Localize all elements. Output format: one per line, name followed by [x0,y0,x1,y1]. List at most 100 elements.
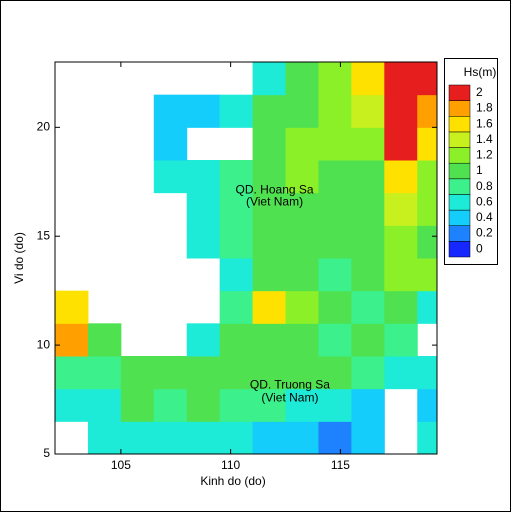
cell [153,356,188,390]
cell [384,94,418,128]
cell [87,356,122,390]
x-axis-label: Kinh do (do) [200,474,265,488]
colorbar-swatch [448,194,471,211]
cell [417,94,437,128]
cell [417,258,437,292]
x-tick-label: 105 [111,458,131,472]
cell [153,94,188,128]
cell [252,160,287,194]
colorbar-swatch [448,147,471,164]
cell [384,127,418,161]
cell [351,421,385,454]
cell [285,127,319,161]
cell [55,356,89,390]
cell [252,290,287,324]
colorbar-swatch [448,241,471,258]
cell [417,356,437,390]
cell [318,192,352,226]
cell [285,192,319,226]
cell [219,94,254,128]
cell [252,388,287,422]
cell [318,290,352,324]
cell [384,62,418,96]
cell [186,192,221,226]
cell [351,258,385,292]
cell [384,290,418,324]
cell [186,323,221,357]
cell [285,421,319,454]
cell [384,192,418,226]
cell [351,356,385,390]
cell [252,421,287,454]
colorbar-swatch [448,100,471,117]
cell [351,225,385,259]
cell [219,160,254,194]
cell [87,388,122,422]
cell [219,225,254,259]
cell [87,421,122,454]
colorbar-tick-label: 1.2 [476,148,493,162]
cell [384,258,418,292]
colorbar-swatch [448,131,471,148]
cell [351,192,385,226]
cell [55,388,89,422]
cell [120,356,155,390]
cell [153,388,188,422]
colorbar-tick-label: 1.4 [476,132,493,146]
cell [318,127,352,161]
cell [351,160,385,194]
cell [417,388,437,422]
colorbar-swatch [448,225,471,242]
cell [285,225,319,259]
cell [120,421,155,454]
cell [417,290,437,324]
colorbar-swatch [448,209,471,226]
cell [417,225,437,259]
y-tick-label: 5 [43,446,50,460]
cell [219,290,254,324]
cell [285,160,319,194]
cell [318,62,352,96]
cell [417,160,437,194]
cell [318,323,352,357]
cell [384,225,418,259]
cell [417,421,437,454]
cell [384,323,418,357]
x-tick-label: 110 [221,458,240,472]
cell [252,127,287,161]
colorbar-swatch [448,116,471,133]
colorbar-tick-label: 1.8 [476,101,493,115]
x-tick-label: 115 [331,458,350,472]
cell [318,388,352,422]
cell [252,356,287,390]
cell [153,160,188,194]
cell [285,323,319,357]
cell [219,421,254,454]
annotation: QD. Truong Sa [250,378,330,392]
cell [351,62,385,96]
cell [351,290,385,324]
cell [384,356,418,390]
cell [318,160,352,194]
cell [55,290,89,324]
cell [285,258,319,292]
cell [252,192,287,226]
cell [417,192,437,226]
cell [55,323,89,357]
cell [186,160,221,194]
colorbar-swatch [448,84,471,101]
y-tick-label: 15 [37,228,51,242]
annotation: (Viet Nam) [246,195,303,209]
colorbar-tick-label: 1.6 [476,116,493,130]
cell [186,94,221,128]
cell [285,94,319,128]
cell [417,62,437,96]
cell [285,62,319,96]
cell [318,258,352,292]
cell [219,356,254,390]
cell [318,421,352,454]
cell [318,356,352,390]
colorbar-tick-label: 0.6 [476,194,493,208]
annotation: QD. Hoang Sa [236,183,314,197]
